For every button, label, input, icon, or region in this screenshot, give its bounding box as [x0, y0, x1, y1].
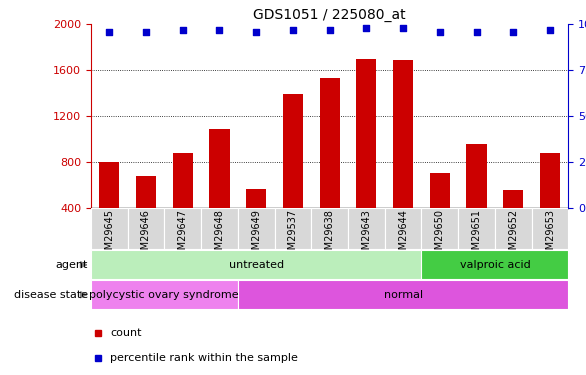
Text: agent: agent	[56, 260, 88, 270]
Text: normal: normal	[384, 290, 423, 300]
Text: GSM29646: GSM29646	[141, 209, 151, 262]
Text: count: count	[110, 328, 141, 339]
Point	[214, 27, 224, 33]
Bar	[283, 94, 303, 254]
Bar	[421, 250, 568, 279]
Bar	[136, 176, 156, 254]
Title: GDS1051 / 225080_at: GDS1051 / 225080_at	[253, 8, 406, 22]
Text: disease state: disease state	[14, 290, 88, 300]
Bar	[238, 208, 274, 249]
Text: percentile rank within the sample: percentile rank within the sample	[110, 353, 298, 363]
Point	[546, 27, 555, 33]
Text: GSM29643: GSM29643	[362, 209, 372, 262]
Bar	[458, 208, 495, 249]
Point	[141, 29, 151, 35]
Text: GSM29649: GSM29649	[251, 209, 261, 262]
Bar	[164, 208, 201, 249]
Text: valproic acid: valproic acid	[459, 260, 530, 270]
Bar	[356, 59, 376, 254]
Bar	[495, 208, 532, 249]
Bar	[246, 189, 266, 254]
Bar	[128, 208, 164, 249]
Bar	[348, 208, 385, 249]
Point	[288, 27, 298, 33]
Text: GSM29645: GSM29645	[104, 209, 114, 262]
Point	[435, 29, 445, 35]
Bar	[91, 250, 421, 279]
Bar	[238, 280, 568, 309]
Bar	[466, 144, 487, 254]
Text: polycystic ovary syndrome: polycystic ovary syndrome	[90, 290, 239, 300]
Text: GSM29650: GSM29650	[435, 209, 445, 262]
Bar	[393, 60, 413, 254]
Point	[325, 27, 334, 33]
Text: GSM29537: GSM29537	[288, 209, 298, 262]
Bar	[99, 162, 120, 254]
Text: GSM29652: GSM29652	[508, 209, 518, 262]
Text: GSM29653: GSM29653	[545, 209, 555, 262]
Bar	[503, 190, 523, 254]
Text: untreated: untreated	[229, 260, 284, 270]
Bar	[319, 78, 340, 254]
Bar	[421, 208, 458, 249]
Point	[398, 25, 408, 31]
Bar	[91, 280, 238, 309]
Point	[104, 29, 114, 35]
Bar	[274, 208, 311, 249]
Bar	[532, 208, 568, 249]
Bar	[172, 153, 193, 254]
Point	[178, 27, 188, 33]
Bar	[385, 208, 421, 249]
Text: GSM29644: GSM29644	[398, 209, 408, 262]
Point	[251, 29, 261, 35]
Bar	[209, 129, 230, 254]
Bar	[430, 172, 450, 254]
Text: GSM29648: GSM29648	[214, 209, 224, 262]
Bar	[91, 208, 128, 249]
Text: GSM29638: GSM29638	[325, 209, 335, 262]
Point	[362, 25, 371, 31]
Bar	[540, 153, 560, 254]
Bar	[201, 208, 238, 249]
Point	[509, 29, 518, 35]
Text: GSM29647: GSM29647	[178, 209, 188, 262]
Bar	[311, 208, 348, 249]
Text: GSM29651: GSM29651	[472, 209, 482, 262]
Point	[472, 29, 481, 35]
